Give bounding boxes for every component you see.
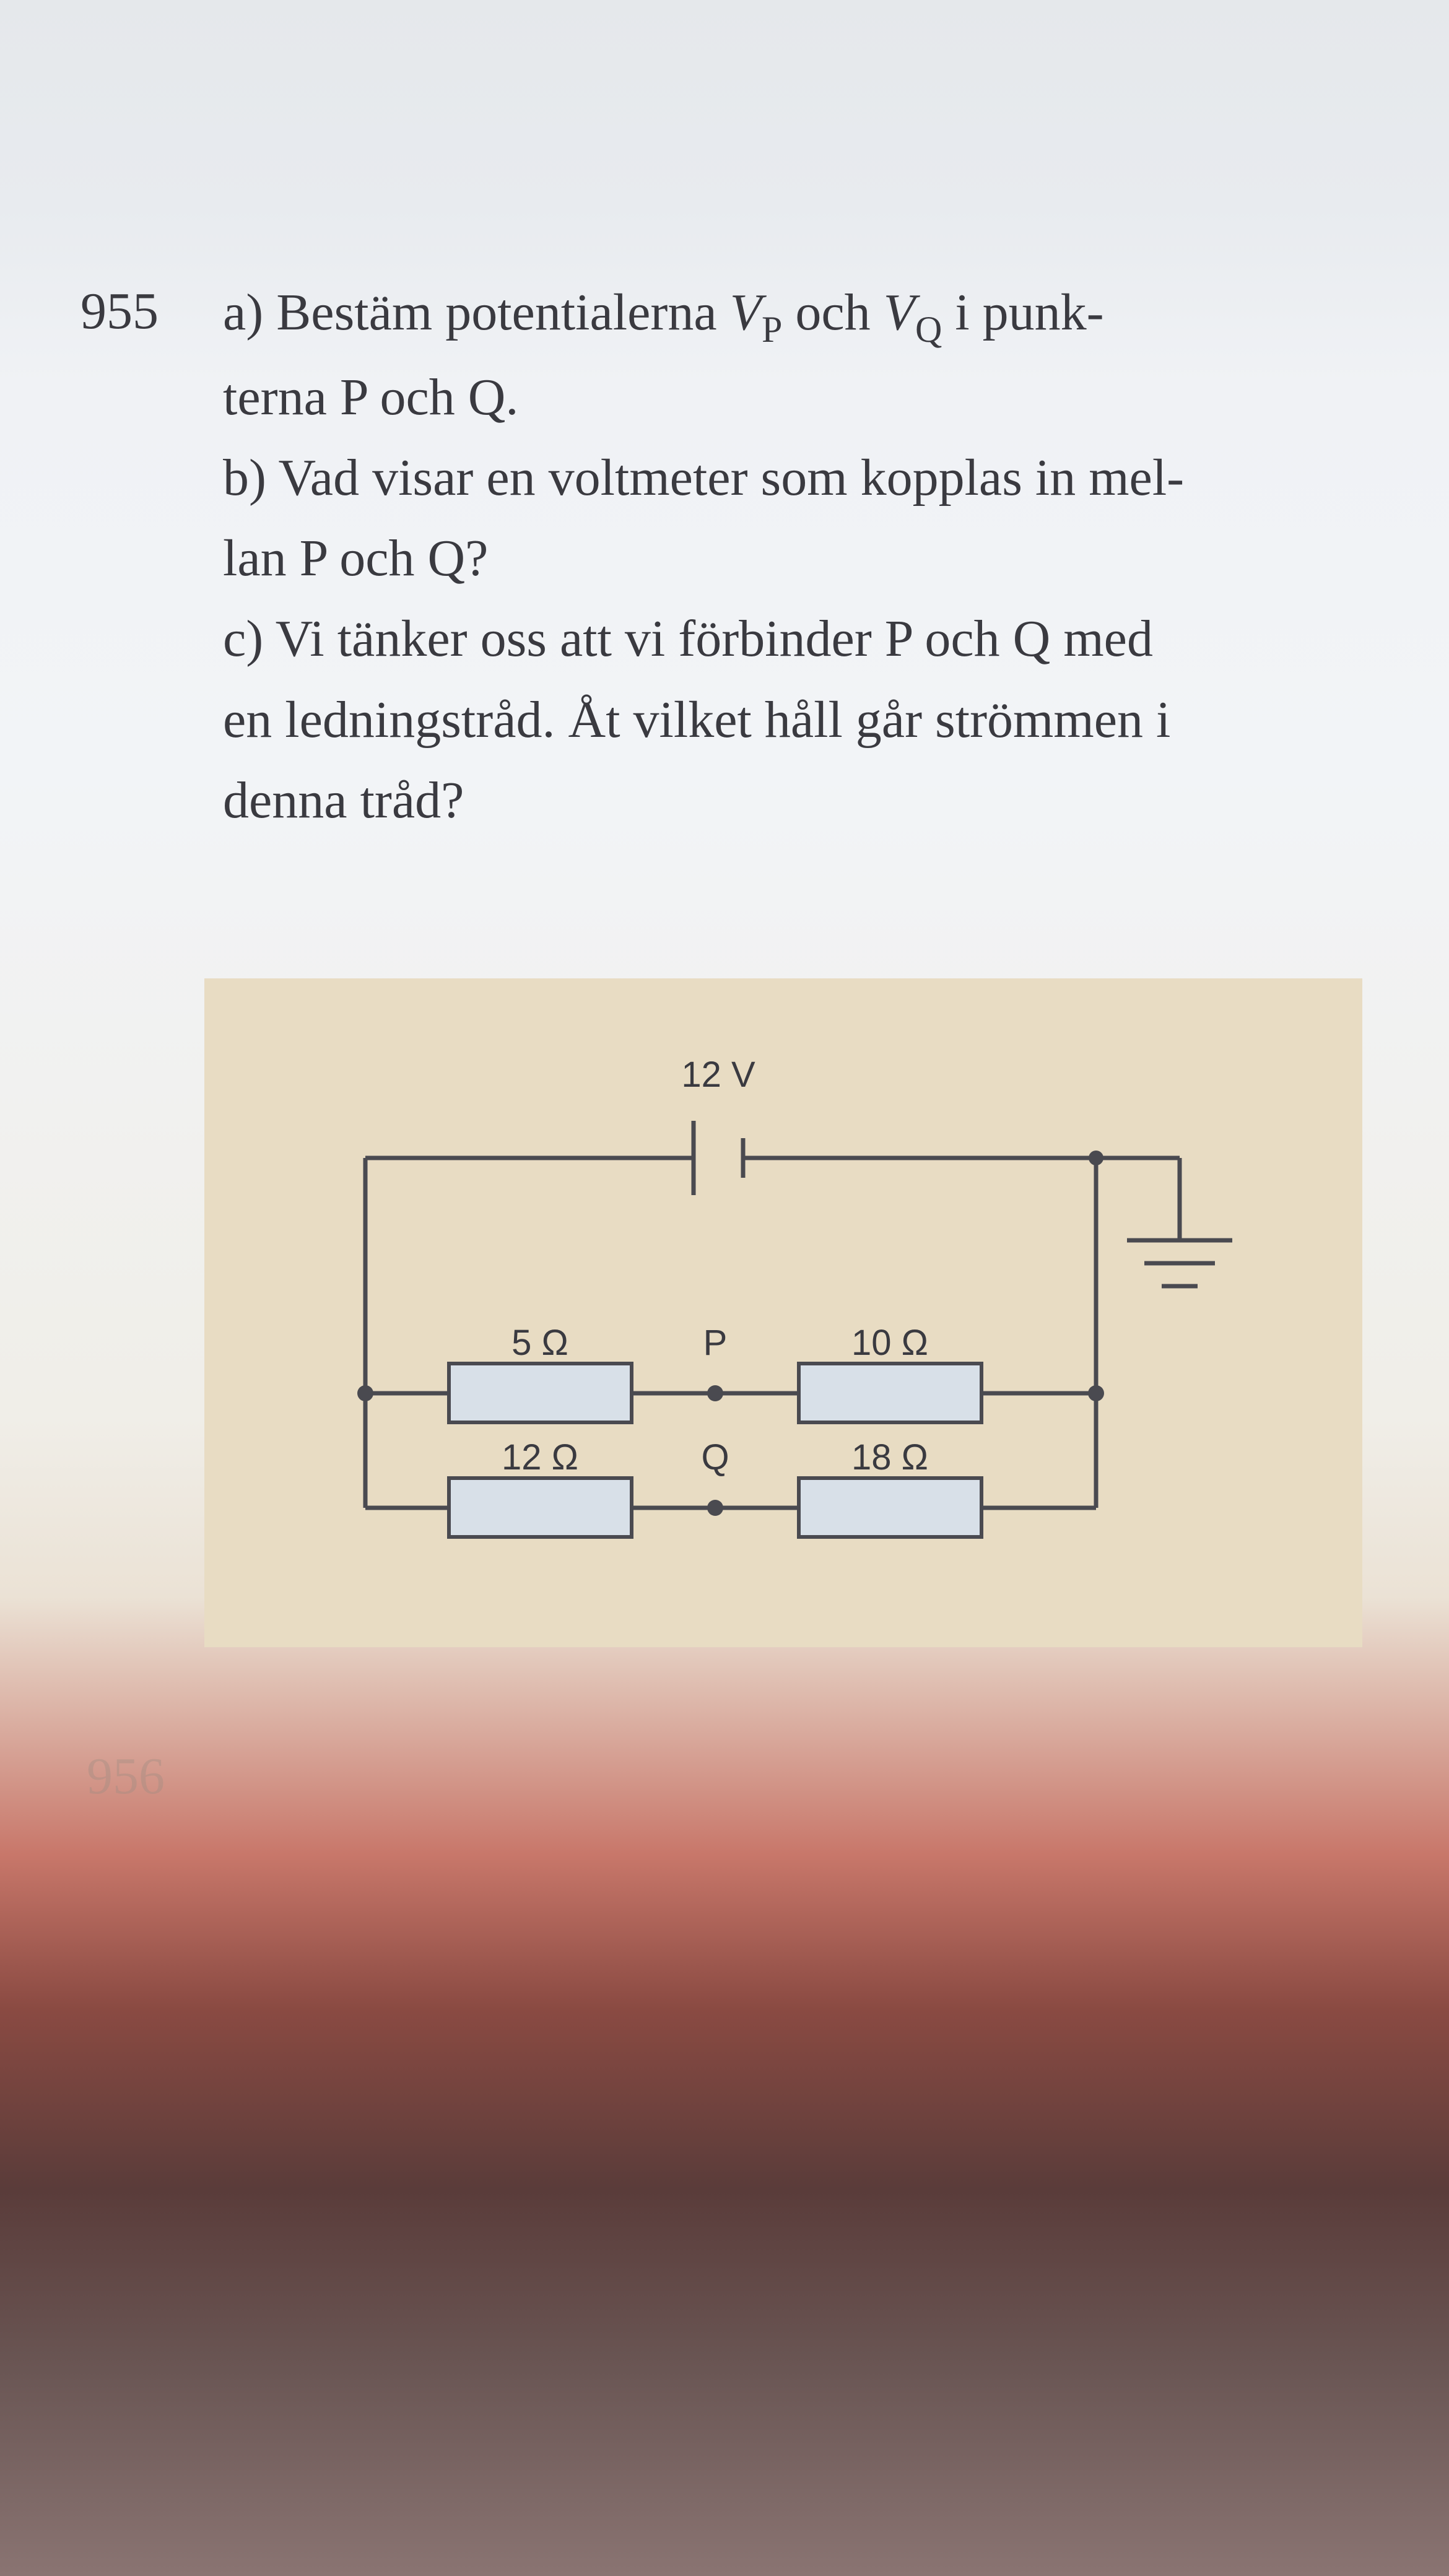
resistor-r2 xyxy=(799,1364,981,1422)
circuit-diagram: 12 V 5 Ω P 10 xyxy=(204,978,1362,1647)
p-label: P xyxy=(703,1323,728,1363)
node-q xyxy=(707,1500,723,1516)
resistor-r1 xyxy=(449,1364,632,1422)
q-label: Q xyxy=(701,1437,729,1477)
part-c-line2: en ledningstråd. Åt vilket håll går strö… xyxy=(223,680,1387,760)
part-a-text-1: a) Bestäm potentialerna xyxy=(223,284,730,341)
resistor-r3 xyxy=(449,1478,632,1537)
voltage-label: 12 V xyxy=(681,1055,755,1095)
problem-content: 955 a) Bestäm potentialerna VP och VQ i … xyxy=(80,272,1387,841)
part-c-line3: denna tråd? xyxy=(223,760,1387,841)
problem-body: a) Bestäm potentialerna VP och VQ i punk… xyxy=(223,272,1387,841)
part-a-line2: terna P och Q. xyxy=(223,357,1387,438)
problem-number: 955 xyxy=(80,272,167,350)
vq-sub: Q xyxy=(915,309,942,350)
part-a: a) Bestäm potentialerna VP och VQ i punk… xyxy=(223,272,1387,438)
part-a-text-3: i punk- xyxy=(942,284,1103,341)
vp-sub: P xyxy=(762,309,782,350)
r4-label: 18 Ω xyxy=(851,1437,928,1477)
r3-label: 12 Ω xyxy=(502,1437,578,1477)
node-p xyxy=(707,1385,723,1401)
resistor-r4 xyxy=(799,1478,981,1537)
part-b: b) Vad visar en voltmeter som kopplas in… xyxy=(223,438,1387,599)
part-b-line1: b) Vad visar en voltmeter som kopplas in… xyxy=(223,438,1387,518)
part-c-line1: c) Vi tänker oss att vi förbinder P och … xyxy=(223,599,1387,679)
vp-var: V xyxy=(730,284,762,341)
r1-label: 5 Ω xyxy=(511,1323,568,1363)
part-a-text-2: och xyxy=(782,284,883,341)
part-b-line2: lan P och Q? xyxy=(223,518,1387,599)
vq-var: V xyxy=(884,284,915,341)
part-c: c) Vi tänker oss att vi förbinder P och … xyxy=(223,599,1387,841)
next-problem-number: 956 xyxy=(87,1746,165,1806)
r2-label: 10 Ω xyxy=(851,1323,928,1363)
circuit-svg: 12 V 5 Ω P 10 xyxy=(204,978,1362,1647)
problem-row: 955 a) Bestäm potentialerna VP och VQ i … xyxy=(80,272,1387,841)
